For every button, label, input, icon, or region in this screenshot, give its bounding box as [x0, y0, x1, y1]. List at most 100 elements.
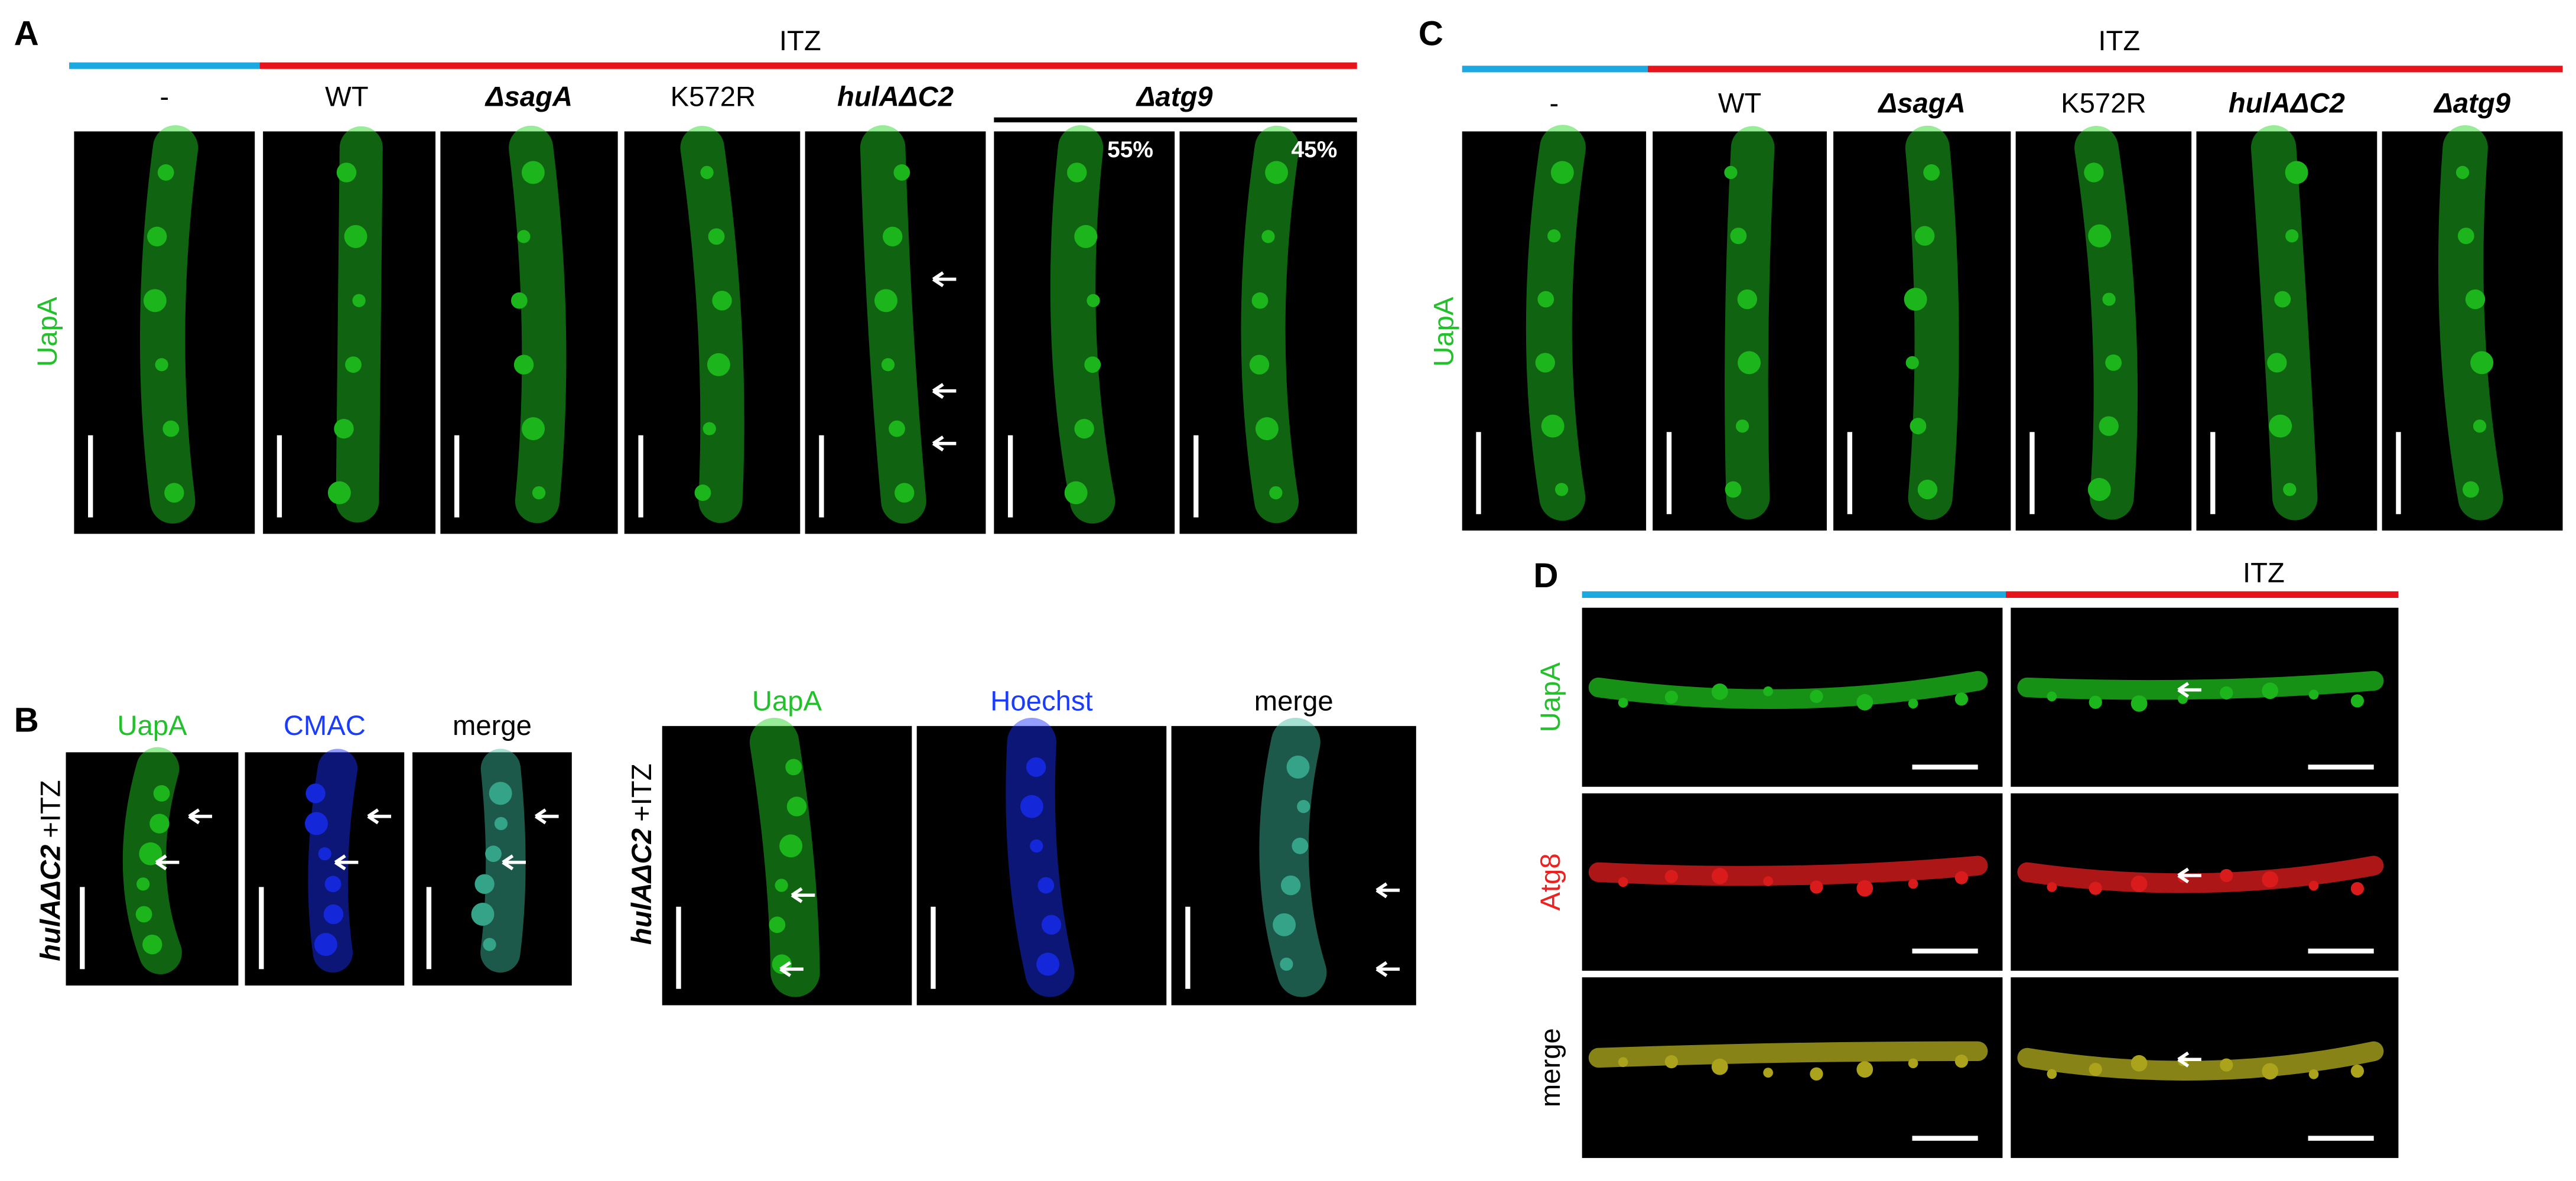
- vesicle: [2047, 1069, 2057, 1079]
- column-label: WT: [1718, 87, 1761, 119]
- treatment-label: ITZ: [2243, 558, 2285, 589]
- vesicle: [2220, 868, 2233, 883]
- hypha-outline: [1241, 125, 1299, 523]
- column-label: merge: [453, 710, 532, 741]
- hypha: [1724, 126, 1775, 520]
- vesicle: [1550, 161, 1574, 184]
- vesicle: [1664, 1055, 1679, 1069]
- vesicle: [1711, 1058, 1728, 1075]
- vesicle: [2084, 162, 2104, 183]
- vesicle: [485, 845, 502, 863]
- vesicle: [157, 164, 174, 181]
- vesicle: [1026, 757, 1046, 777]
- micrograph: [1582, 977, 2003, 1159]
- vesicle: [2102, 292, 2116, 306]
- vesicle: [883, 226, 903, 247]
- arrow: [334, 854, 359, 871]
- vesicle: [136, 877, 150, 891]
- vesicle: [517, 230, 531, 243]
- vesicle: [2047, 691, 2057, 702]
- vesicle: [2262, 1063, 2279, 1080]
- vesicle: [2131, 1055, 2148, 1072]
- vesicle: [700, 165, 714, 180]
- hypha: [2017, 671, 2384, 712]
- vesicle: [2350, 881, 2364, 896]
- hypha-outline: [1588, 855, 1988, 886]
- vesicle: [2178, 694, 2188, 704]
- vesicle: [1763, 1068, 1773, 1078]
- column-label: WT: [325, 81, 368, 112]
- column-label: UapA: [752, 685, 822, 717]
- arrow: [155, 854, 180, 871]
- vesicle: [344, 225, 367, 248]
- vesicle: [1273, 913, 1296, 936]
- arrow: [2177, 1051, 2201, 1068]
- hypha-outline: [2017, 1041, 2384, 1081]
- vesicle: [513, 354, 534, 375]
- vesicle: [2350, 694, 2364, 708]
- hypha: [860, 125, 926, 524]
- vesicle: [1954, 871, 1969, 884]
- row-label: UapA: [1428, 297, 1459, 367]
- vesicle: [1923, 164, 1940, 181]
- treatment-label: ITZ: [2098, 25, 2140, 57]
- vesicle: [147, 226, 167, 247]
- vesicle: [324, 876, 341, 893]
- vesicle: [2308, 880, 2319, 891]
- vesicle: [2089, 1063, 2102, 1076]
- vesicle: [489, 782, 512, 805]
- vesicle: [1763, 876, 1773, 886]
- vesicle: [1067, 162, 1087, 183]
- arrow: [502, 854, 526, 871]
- hypha: [1588, 855, 1988, 897]
- vesicle: [522, 417, 545, 441]
- hypha-outline: [2250, 125, 2318, 520]
- vesicle: [2089, 881, 2102, 895]
- vesicle: [352, 294, 366, 307]
- hypha-outline: [1588, 1041, 1988, 1068]
- vesicle: [1735, 419, 1749, 433]
- vesicle: [1251, 292, 1269, 309]
- hypha-outline: [308, 749, 358, 973]
- column-label: CMAC: [284, 710, 366, 741]
- micrograph: [1179, 131, 1357, 534]
- vesicle: [155, 358, 168, 372]
- column-label: merge: [1254, 685, 1333, 717]
- hypha-outline: [749, 717, 820, 997]
- hypha-outline: [1588, 671, 1988, 710]
- arrow: [791, 887, 815, 903]
- vesicle: [1030, 839, 1043, 853]
- vesicle: [327, 481, 351, 505]
- micrograph: [2382, 131, 2563, 531]
- vesicle: [143, 289, 167, 313]
- vesicle: [786, 796, 807, 816]
- vesicle: [1711, 683, 1728, 700]
- hypha-outline: [1050, 125, 1115, 524]
- micrograph: [1833, 131, 2011, 531]
- vesicle: [1711, 868, 1728, 884]
- vesicle: [323, 904, 344, 925]
- row-label: hulAΔC2 +ITZ: [627, 763, 658, 945]
- hypha: [509, 125, 567, 523]
- column-label: -: [1550, 87, 1559, 119]
- column-label: Δatg9: [1136, 81, 1214, 112]
- vesicle: [1249, 354, 1270, 375]
- vesicle: [1541, 414, 1565, 438]
- vesicle: [345, 356, 362, 373]
- hypha: [1006, 717, 1075, 997]
- arrow: [779, 961, 804, 977]
- vesicle: [2308, 1069, 2319, 1079]
- vesicle: [153, 785, 170, 802]
- column-label: K572R: [671, 81, 756, 112]
- hypha-outline: [2438, 125, 2503, 520]
- vesicle: [1904, 288, 1927, 311]
- percentage: 55%: [1107, 137, 1153, 162]
- column-label: ΔsagA: [1878, 87, 1966, 119]
- column-label: hulAΔC2: [2229, 87, 2345, 119]
- micrograph: [263, 131, 436, 534]
- hypha-outline: [336, 126, 383, 523]
- vesicle: [1020, 795, 1043, 818]
- vesicle: [1737, 289, 1757, 310]
- vesicle: [2457, 227, 2474, 245]
